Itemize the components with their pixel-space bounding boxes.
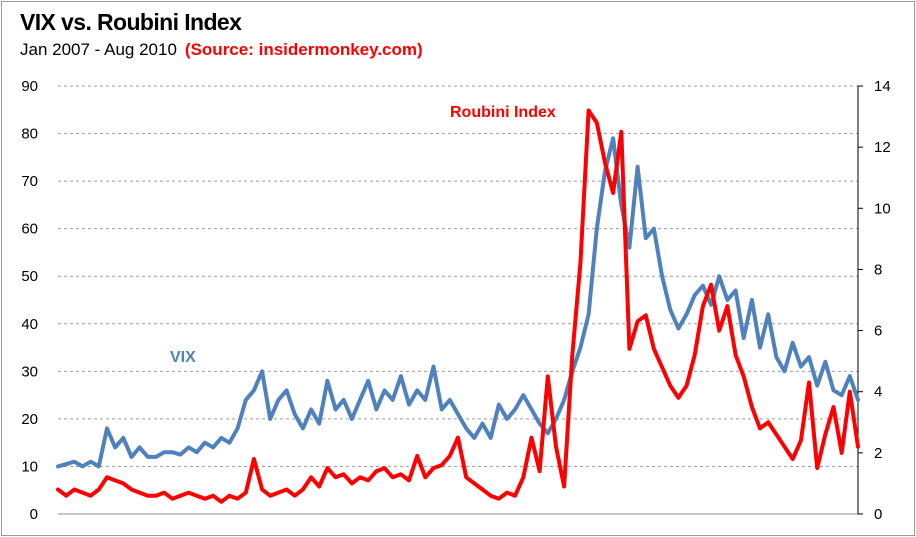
right-tick-label: 12 bbox=[874, 139, 891, 156]
right-tick-label: 2 bbox=[874, 445, 882, 462]
right-tick-label: 4 bbox=[874, 384, 882, 401]
chart-title: VIX vs. Roubini Index bbox=[20, 9, 242, 35]
left-tick-label: 60 bbox=[21, 221, 38, 238]
vix-series-line bbox=[56, 136, 860, 469]
left-tick-label: 30 bbox=[21, 363, 38, 380]
date-range: Jan 2007 - Aug 2010 bbox=[20, 40, 177, 59]
left-tick-label: 20 bbox=[21, 411, 38, 428]
left-tick-label: 50 bbox=[21, 268, 38, 285]
right-tick-label: 8 bbox=[874, 261, 882, 278]
left-tick-label: 0 bbox=[30, 506, 38, 523]
left-tick-label: 90 bbox=[21, 78, 38, 95]
roubini-series-label: Roubini Index bbox=[450, 104, 556, 121]
left-tick-label: 70 bbox=[21, 173, 38, 190]
left-tick-label: 40 bbox=[21, 316, 38, 333]
left-tick-label: 80 bbox=[21, 126, 38, 143]
roubini-series-line bbox=[56, 108, 860, 504]
chart-subtitle: Jan 2007 - Aug 2010 (Source: insidermonke… bbox=[20, 40, 423, 60]
right-tick-label: 10 bbox=[874, 200, 891, 217]
left-tick-label: 10 bbox=[21, 458, 38, 475]
right-tick-label: 0 bbox=[874, 506, 882, 523]
right-tick-label: 6 bbox=[874, 323, 882, 340]
vix-series-label: VIX bbox=[170, 349, 196, 366]
source-credit: (Source: insidermonkey.com) bbox=[184, 40, 423, 59]
right-tick-label: 14 bbox=[874, 78, 891, 95]
